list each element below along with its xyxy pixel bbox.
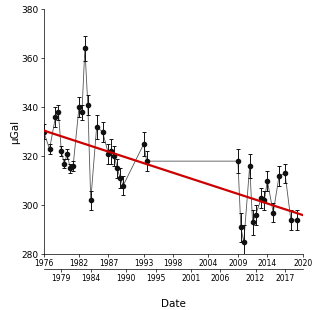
- X-axis label: Date: Date: [161, 299, 186, 309]
- Y-axis label: μGal: μGal: [10, 120, 20, 144]
